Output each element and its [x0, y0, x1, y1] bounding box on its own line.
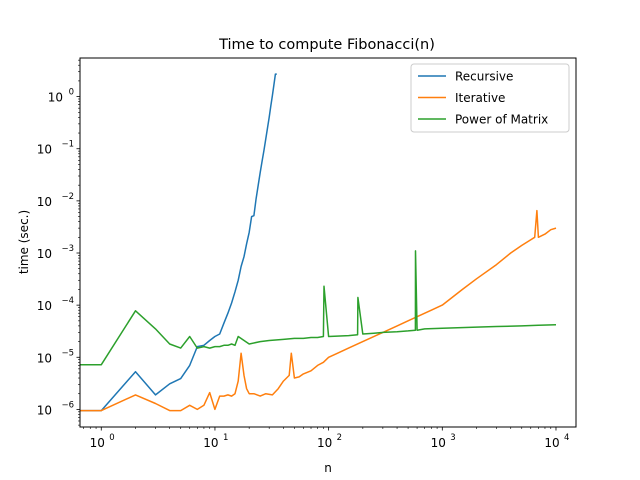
y-tick-label: 10	[37, 247, 52, 261]
x-tick-label: 10	[203, 436, 218, 450]
y-tick-exponent: 0	[69, 88, 74, 98]
y-tick-exponent: −4	[61, 296, 74, 306]
y-tick-label: 10	[37, 403, 52, 417]
x-tick-exponent: 2	[337, 433, 342, 443]
y-tick-exponent: −1	[61, 140, 74, 150]
y-tick-exponent: −3	[61, 244, 74, 254]
y-tick-exponent: −5	[61, 348, 74, 358]
y-tick-exponent: −2	[61, 192, 74, 202]
series-line-recursive	[80, 73, 277, 412]
x-tick-exponent: 3	[450, 433, 455, 443]
chart-title: Time to compute Fibonacci(n)	[218, 37, 435, 53]
legend-label: Iterative	[455, 91, 505, 105]
y-tick-exponent: −6	[61, 400, 74, 410]
x-tick-exponent: 0	[109, 433, 114, 443]
x-tick-label: 10	[431, 436, 446, 450]
legend-box	[410, 63, 570, 133]
x-tick-label: 10	[317, 436, 332, 450]
x-tick-exponent: 4	[564, 433, 569, 443]
legend-label: Power of Matrix	[455, 113, 548, 127]
y-tick-label: 10	[37, 195, 52, 209]
x-tick-exponent: 1	[223, 433, 228, 443]
series-line-iterative	[80, 209, 557, 412]
x-tick-label: 10	[90, 436, 105, 450]
y-axis-ticks: 10 −6 10 −5 10 −4 10 −3 10 −2 10 −1 10 0	[37, 59, 80, 426]
x-axis-ticks: 10 0 10 1 10 2 10 3 10 4	[83, 427, 569, 450]
x-tick-label: 10	[544, 436, 559, 450]
y-tick-label: 10	[37, 143, 52, 157]
y-tick-label: 10	[48, 91, 63, 105]
y-tick-label: 10	[37, 299, 52, 313]
legend: Recursive Iterative Power of Matrix	[410, 63, 570, 133]
series-line-power-of-matrix	[80, 250, 557, 366]
y-axis-label: time (sec.)	[17, 210, 31, 274]
y-tick-label: 10	[37, 351, 52, 365]
axes-frame	[79, 57, 577, 428]
x-axis-label: n	[324, 461, 332, 475]
legend-label: Recursive	[455, 70, 513, 84]
plot-area	[80, 73, 557, 412]
